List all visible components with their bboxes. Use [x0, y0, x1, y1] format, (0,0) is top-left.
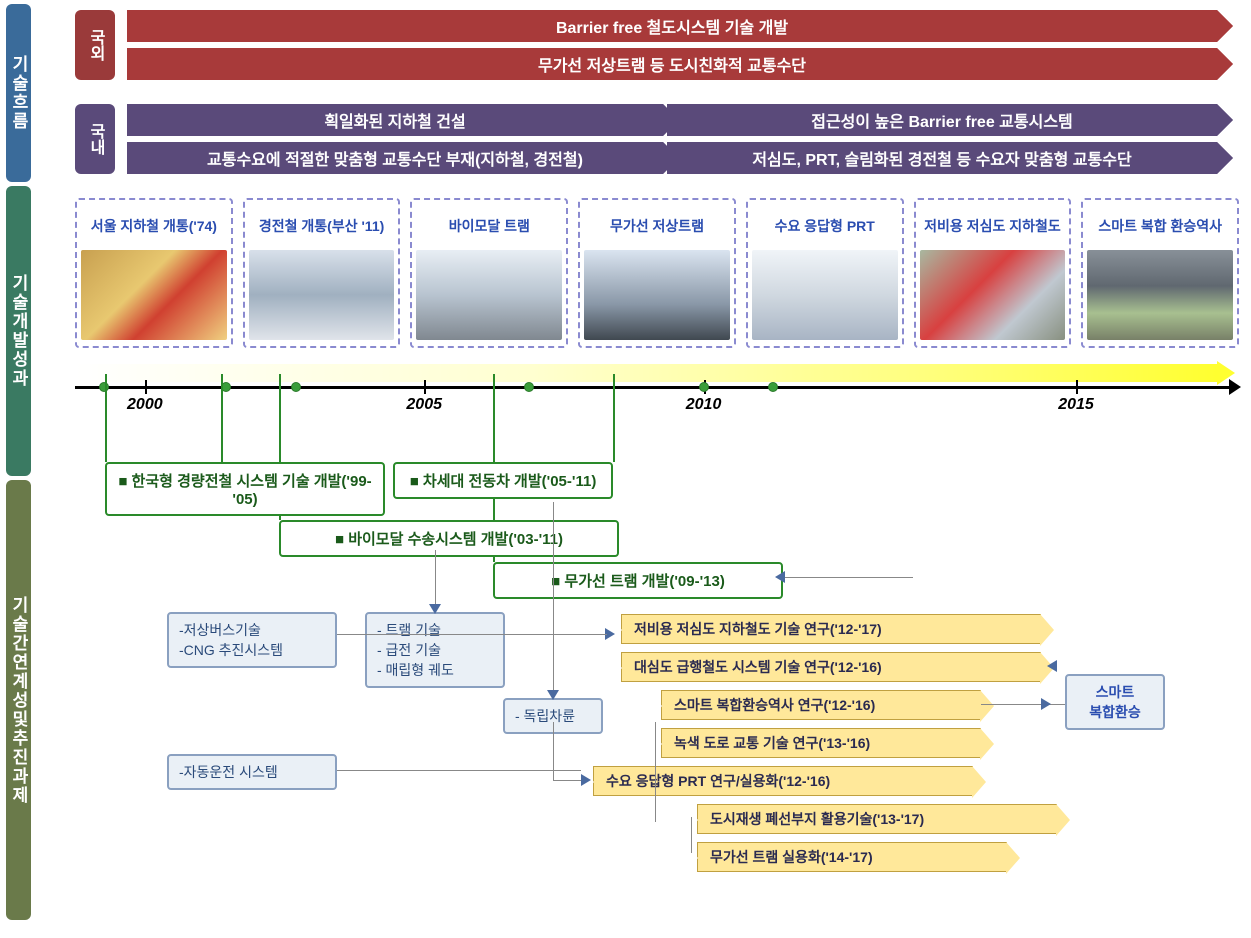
result-cards-row: 서울 지하철 개통('74) 경전철 개통(부산 '11) 바이모달 트램 무가선 저… [75, 198, 1239, 348]
result-card: 저비용 저심도 지하철도 [914, 198, 1072, 348]
result-card-image [920, 250, 1066, 340]
connector-arrowhead [547, 690, 559, 700]
section-labels-column: 기술흐름 기술개발성과 기술간연계성및추진과제 [0, 0, 75, 924]
timeline-tick [145, 380, 147, 394]
timeline-tick [1076, 380, 1078, 394]
section-label-tech-result: 기술개발성과 [6, 186, 31, 476]
project-bar-yellow: 무가선 트램 실용화('14-'17) [697, 842, 1007, 872]
result-card-title: 서울 지하철 개통('74) [91, 206, 217, 246]
project-box-green: ■ 한국형 경량전철 시스템 기술 개발('99-'05) [105, 462, 385, 516]
connector-line [435, 550, 436, 612]
project-bar-yellow: 저비용 저심도 지하철도 기술 연구('12-'17) [621, 614, 1041, 644]
timeline: 2000 2005 2010 2015 [75, 356, 1239, 412]
result-card-image [1087, 250, 1233, 340]
connector-arrowhead [581, 774, 591, 786]
result-card: 서울 지하철 개통('74) [75, 198, 233, 348]
connector-line [553, 780, 583, 781]
result-card-title: 스마트 복합 환승역사 [1098, 206, 1222, 246]
result-card: 바이모달 트램 [410, 198, 568, 348]
pill-overseas: 국외 [75, 10, 115, 80]
flow-arrow-bar: 획일화된 지하철 건설 [127, 104, 663, 136]
flow-arrow-bar: Barrier free 철도시스템 기술 개발 [127, 10, 1217, 42]
flow-arrow-bar: 교통수요에 적절한 맞춤형 교통수단 부재(지하철, 경전철) [127, 142, 663, 174]
connector-line [783, 577, 913, 578]
note-box-blue: 스마트복합환승 [1065, 674, 1165, 730]
connector-green-vertical [105, 374, 107, 462]
project-box-green: ■ 바이모달 수송시스템 개발('03-'11) [279, 520, 619, 557]
timeline-marker [699, 382, 709, 392]
connector-line [655, 722, 656, 822]
diagram-root: 기술흐름 기술개발성과 기술간연계성및추진과제 국외 국내 Barrier fr… [0, 0, 1251, 924]
result-card-title: 저비용 저심도 지하철도 [924, 206, 1061, 246]
flow-arrow-label: 무가선 저상트램 등 도시친화적 교통수단 [127, 48, 1217, 80]
project-bar-yellow: 대심도 급행철도 시스템 기술 연구('12-'16) [621, 652, 1041, 682]
result-card-title: 경전철 개통(부산 '11) [259, 206, 384, 246]
timeline-year-label: 2015 [1058, 396, 1094, 414]
connector-line [337, 770, 581, 771]
project-box-green: ■ 무가선 트램 개발('09-'13) [493, 562, 783, 599]
linkage-section: ■ 한국형 경량전철 시스템 기술 개발('99-'05)■ 차세대 전동차 개… [75, 422, 1239, 852]
connector-arrowhead [429, 604, 441, 614]
timeline-marker [768, 382, 778, 392]
result-card: 무가선 저상트램 [578, 198, 736, 348]
result-card-title: 수요 응답형 PRT [775, 206, 875, 246]
connector-line [505, 634, 607, 635]
timeline-gradient [75, 364, 1217, 382]
connector-line [691, 817, 692, 853]
result-card-image [416, 250, 562, 340]
timeline-year-label: 2000 [127, 396, 163, 414]
result-card-title: 바이모달 트램 [449, 206, 530, 246]
tech-result-section: 서울 지하철 개통('74) 경전철 개통(부산 '11) 바이모달 트램 무가선 저… [75, 198, 1239, 412]
timeline-year-label: 2005 [406, 396, 442, 414]
connector-line [981, 704, 1065, 705]
connector-green-vertical [221, 374, 223, 462]
timeline-tick [424, 380, 426, 394]
result-card-image [81, 250, 227, 340]
note-box-blue: -자동운전 시스템 [167, 754, 337, 790]
flow-arrow-bar: 저심도, PRT, 슬림화된 경전철 등 수요자 맞춤형 교통수단 [667, 142, 1217, 174]
connector-line [553, 722, 554, 780]
timeline-year-label: 2010 [686, 396, 722, 414]
result-card-title: 무가선 저상트램 [610, 206, 704, 246]
project-box-green: ■ 차세대 전동차 개발('05-'11) [393, 462, 613, 499]
tech-flow-section: 국외 국내 Barrier free 철도시스템 기술 개발무가선 저상트램 등… [75, 6, 1239, 184]
result-card-image [752, 250, 898, 340]
timeline-marker [524, 382, 534, 392]
project-bar-yellow: 스마트 복합환승역사 연구('12-'16) [661, 690, 981, 720]
flow-arrow-label: 교통수요에 적절한 맞춤형 교통수단 부재(지하철, 경전철) [127, 142, 663, 174]
flow-arrow-label: 획일화된 지하철 건설 [127, 104, 663, 136]
result-card-image [584, 250, 730, 340]
section-label-linkage: 기술간연계성및추진과제 [6, 480, 31, 920]
section-label-tech-flow: 기술흐름 [6, 4, 31, 182]
project-bar-yellow: 수요 응답형 PRT 연구/실용화('12-'16) [593, 766, 973, 796]
connector-arrowhead [775, 571, 785, 583]
result-card: 수요 응답형 PRT [746, 198, 904, 348]
result-card: 경전철 개통(부산 '11) [243, 198, 401, 348]
timeline-marker [291, 382, 301, 392]
project-bar-yellow: 도시재생 폐선부지 활용기술('13-'17) [697, 804, 1057, 834]
flow-arrow-label: Barrier free 철도시스템 기술 개발 [127, 10, 1217, 42]
connector-arrowhead [1047, 660, 1057, 672]
flow-arrow-label: 접근성이 높은 Barrier free 교통시스템 [667, 104, 1217, 136]
result-card: 스마트 복합 환승역사 [1081, 198, 1239, 348]
timeline-axis [75, 386, 1229, 389]
pill-domestic: 국내 [75, 104, 115, 174]
connector-arrowhead [1041, 698, 1051, 710]
connector-green-vertical [613, 374, 615, 462]
project-bar-yellow: 녹색 도로 교통 기술 연구('13-'16) [661, 728, 981, 758]
result-card-image [249, 250, 395, 340]
main-content: 국외 국내 Barrier free 철도시스템 기술 개발무가선 저상트램 등… [75, 0, 1251, 924]
connector-line [553, 502, 554, 698]
flow-arrow-bar: 접근성이 높은 Barrier free 교통시스템 [667, 104, 1217, 136]
note-box-blue: - 트램 기술- 급전 기술- 매립형 궤도 [365, 612, 505, 688]
flow-arrow-label: 저심도, PRT, 슬림화된 경전철 등 수요자 맞춤형 교통수단 [667, 142, 1217, 174]
flow-arrow-bar: 무가선 저상트램 등 도시친화적 교통수단 [127, 48, 1217, 80]
note-box-blue: -저상버스기술-CNG 추진시스템 [167, 612, 337, 668]
